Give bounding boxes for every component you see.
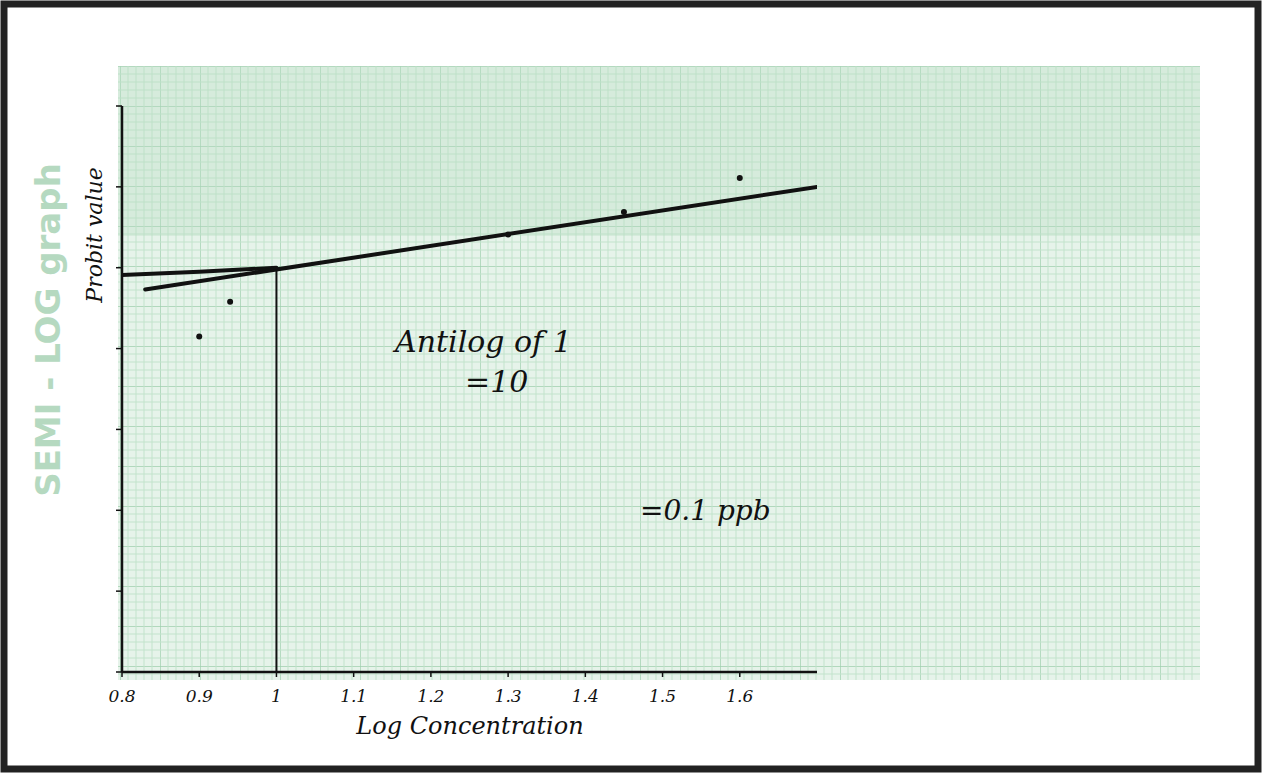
annotation: Antilog of 1 — [392, 324, 572, 359]
paper-title: SEMI - LOG graph — [28, 163, 68, 497]
y-tick — [116, 590, 122, 592]
x-tick — [739, 672, 741, 677]
x-tick — [198, 672, 200, 677]
x-tick-label: 0.8 — [108, 686, 135, 706]
x-axis — [122, 671, 817, 674]
graph-paper — [118, 66, 1200, 680]
x-tick — [353, 672, 355, 677]
drop-line — [275, 268, 277, 672]
annotation: =10 — [465, 364, 528, 399]
y-tick — [116, 348, 122, 350]
page-frame — [4, 4, 1258, 769]
x-axis-title: Log Concentration — [355, 712, 583, 740]
chart: SEMI - LOG graph 0.8 0.9 1 1.1 1.2 1.3 1.4 1.5 1.… — [0, 0, 1262, 773]
y-axis-title: Probit value — [82, 167, 107, 303]
x-tick-label: 0.9 — [186, 686, 213, 706]
x-tick-label: 1.2 — [417, 686, 444, 706]
x-tick-label: 1 — [271, 686, 282, 706]
data-point — [196, 333, 202, 339]
annotation: =0.1 ppb — [640, 494, 771, 527]
x-tick-label: 1.1 — [340, 686, 367, 706]
data-point — [737, 175, 743, 181]
x-tick — [430, 672, 432, 677]
x-tick-label: 1.5 — [649, 686, 676, 706]
plot-marks — [122, 175, 817, 672]
x-tick — [276, 672, 278, 677]
fit-line — [122, 268, 276, 275]
y-tick — [116, 105, 122, 107]
y-tick — [116, 186, 122, 188]
x-tick-label: 1.4 — [572, 686, 599, 706]
data-point — [227, 299, 233, 305]
x-tick — [585, 672, 587, 677]
y-tick — [116, 267, 122, 269]
y-tick — [116, 510, 122, 512]
y-tick — [116, 671, 122, 673]
x-tick-label: 1.6 — [726, 686, 753, 706]
x-tick-label: 1.3 — [495, 686, 522, 706]
x-tick — [507, 672, 509, 677]
x-tick — [662, 672, 664, 677]
data-point — [621, 209, 627, 215]
fit-line — [145, 187, 817, 290]
y-axis — [121, 106, 124, 672]
y-tick — [116, 429, 122, 431]
